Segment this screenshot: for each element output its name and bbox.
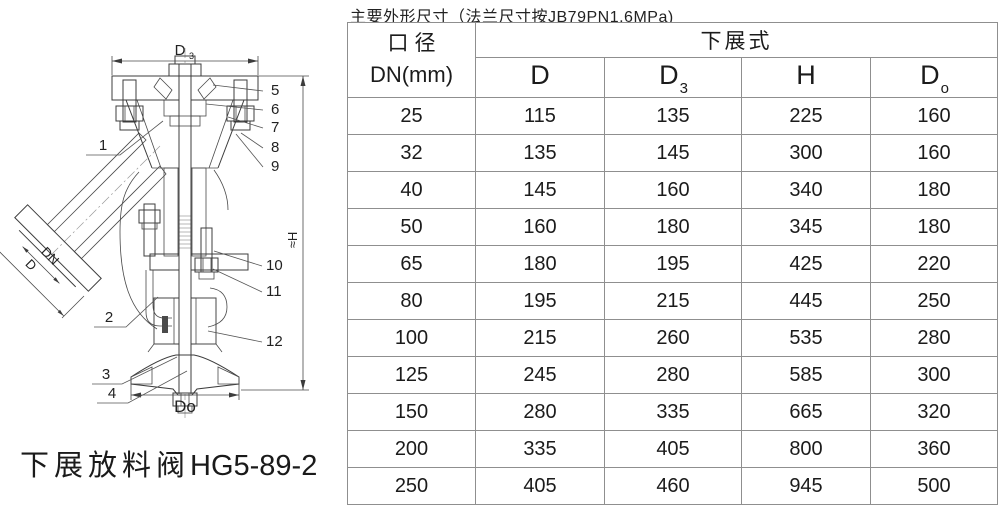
header-dn-line2: DN(mm) [369, 62, 454, 88]
header-dn: 口径 DN(mm) [347, 22, 476, 98]
inlet-branch [14, 132, 167, 292]
table-row: 125 245 280 585 300 [347, 356, 998, 394]
valve-drawing-area: D 3 Do ≈H DN D [0, 0, 345, 445]
dim-do-label: Do [174, 397, 196, 416]
table-row: 40 145 160 340 180 [347, 171, 998, 209]
dimensions-table: 口径 DN(mm) 下展式 D D3 H Do 25 115 135 225 160 3… [347, 22, 998, 505]
part-number-3: 3 [102, 366, 110, 383]
dimension-do: Do [130, 382, 240, 416]
part-number-7: 7 [271, 119, 279, 136]
drawing-caption: 下展放料阀HG5-89-2 [20, 442, 317, 484]
part-number-10: 10 [266, 257, 283, 274]
header-col-h: H [741, 57, 871, 98]
part-number-6: 6 [271, 101, 279, 118]
table-row: 50 160 180 345 180 [347, 208, 998, 246]
caption-valve-name: 下展放料阀 [20, 450, 191, 482]
header-dn-line1: 口径 [387, 31, 442, 55]
part-number-5: 5 [271, 82, 279, 99]
header-group: 下展式 [475, 22, 998, 58]
dim-d3-sub: 3 [189, 51, 194, 61]
table-row: 250 405 460 945 500 [347, 467, 998, 505]
dim-dn-label: DN [38, 244, 62, 268]
part-number-12: 12 [266, 333, 283, 350]
part-number-9: 9 [271, 158, 279, 175]
valve-drawing: D 3 Do ≈H DN D [0, 42, 309, 418]
valve-stem [168, 55, 202, 394]
table-header-row-1: 口径 DN(mm) 下展式 [347, 22, 998, 98]
part-number-11: 11 [266, 283, 282, 300]
dimension-d3: D 3 [111, 42, 259, 75]
table-header-row-2: D D3 H Do [348, 57, 998, 98]
header-col-d3: D3 [604, 57, 742, 98]
table-row: 32 135 145 300 160 [347, 134, 998, 172]
part-leaders: 1 2 3 4 5 6 7 8 9 10 11 12 [86, 82, 283, 404]
header-col-d: D [475, 57, 605, 98]
table-row: 150 280 335 665 320 [347, 393, 998, 431]
dim-d3-label: D [175, 42, 186, 59]
table-row: 100 215 260 535 280 [347, 319, 998, 357]
part-number-1: 1 [99, 137, 107, 154]
centerlines [49, 48, 186, 418]
bonnet-and-body [119, 99, 245, 330]
caption-model-code: HG5-89-2 [190, 450, 318, 482]
table-row: 200 335 405 800 360 [347, 430, 998, 468]
table-row: 65 180 195 425 220 [347, 245, 998, 283]
header-col-do: Do [870, 57, 998, 98]
flange-bolt-left [115, 79, 144, 131]
part-number-2: 2 [105, 309, 113, 326]
part-number-4: 4 [108, 385, 116, 402]
dim-d-label: D [23, 256, 40, 273]
table-row: 25 115 135 225 160 [347, 97, 998, 135]
dimension-h: ≈H [241, 75, 309, 391]
table-row: 80 195 215 445 250 [347, 282, 998, 320]
part-number-8: 8 [271, 139, 279, 156]
dim-h-label: ≈H [285, 232, 300, 249]
page-title: 主要外形尺寸（法兰尺寸按JB79PN1.6MPa) [350, 9, 674, 26]
